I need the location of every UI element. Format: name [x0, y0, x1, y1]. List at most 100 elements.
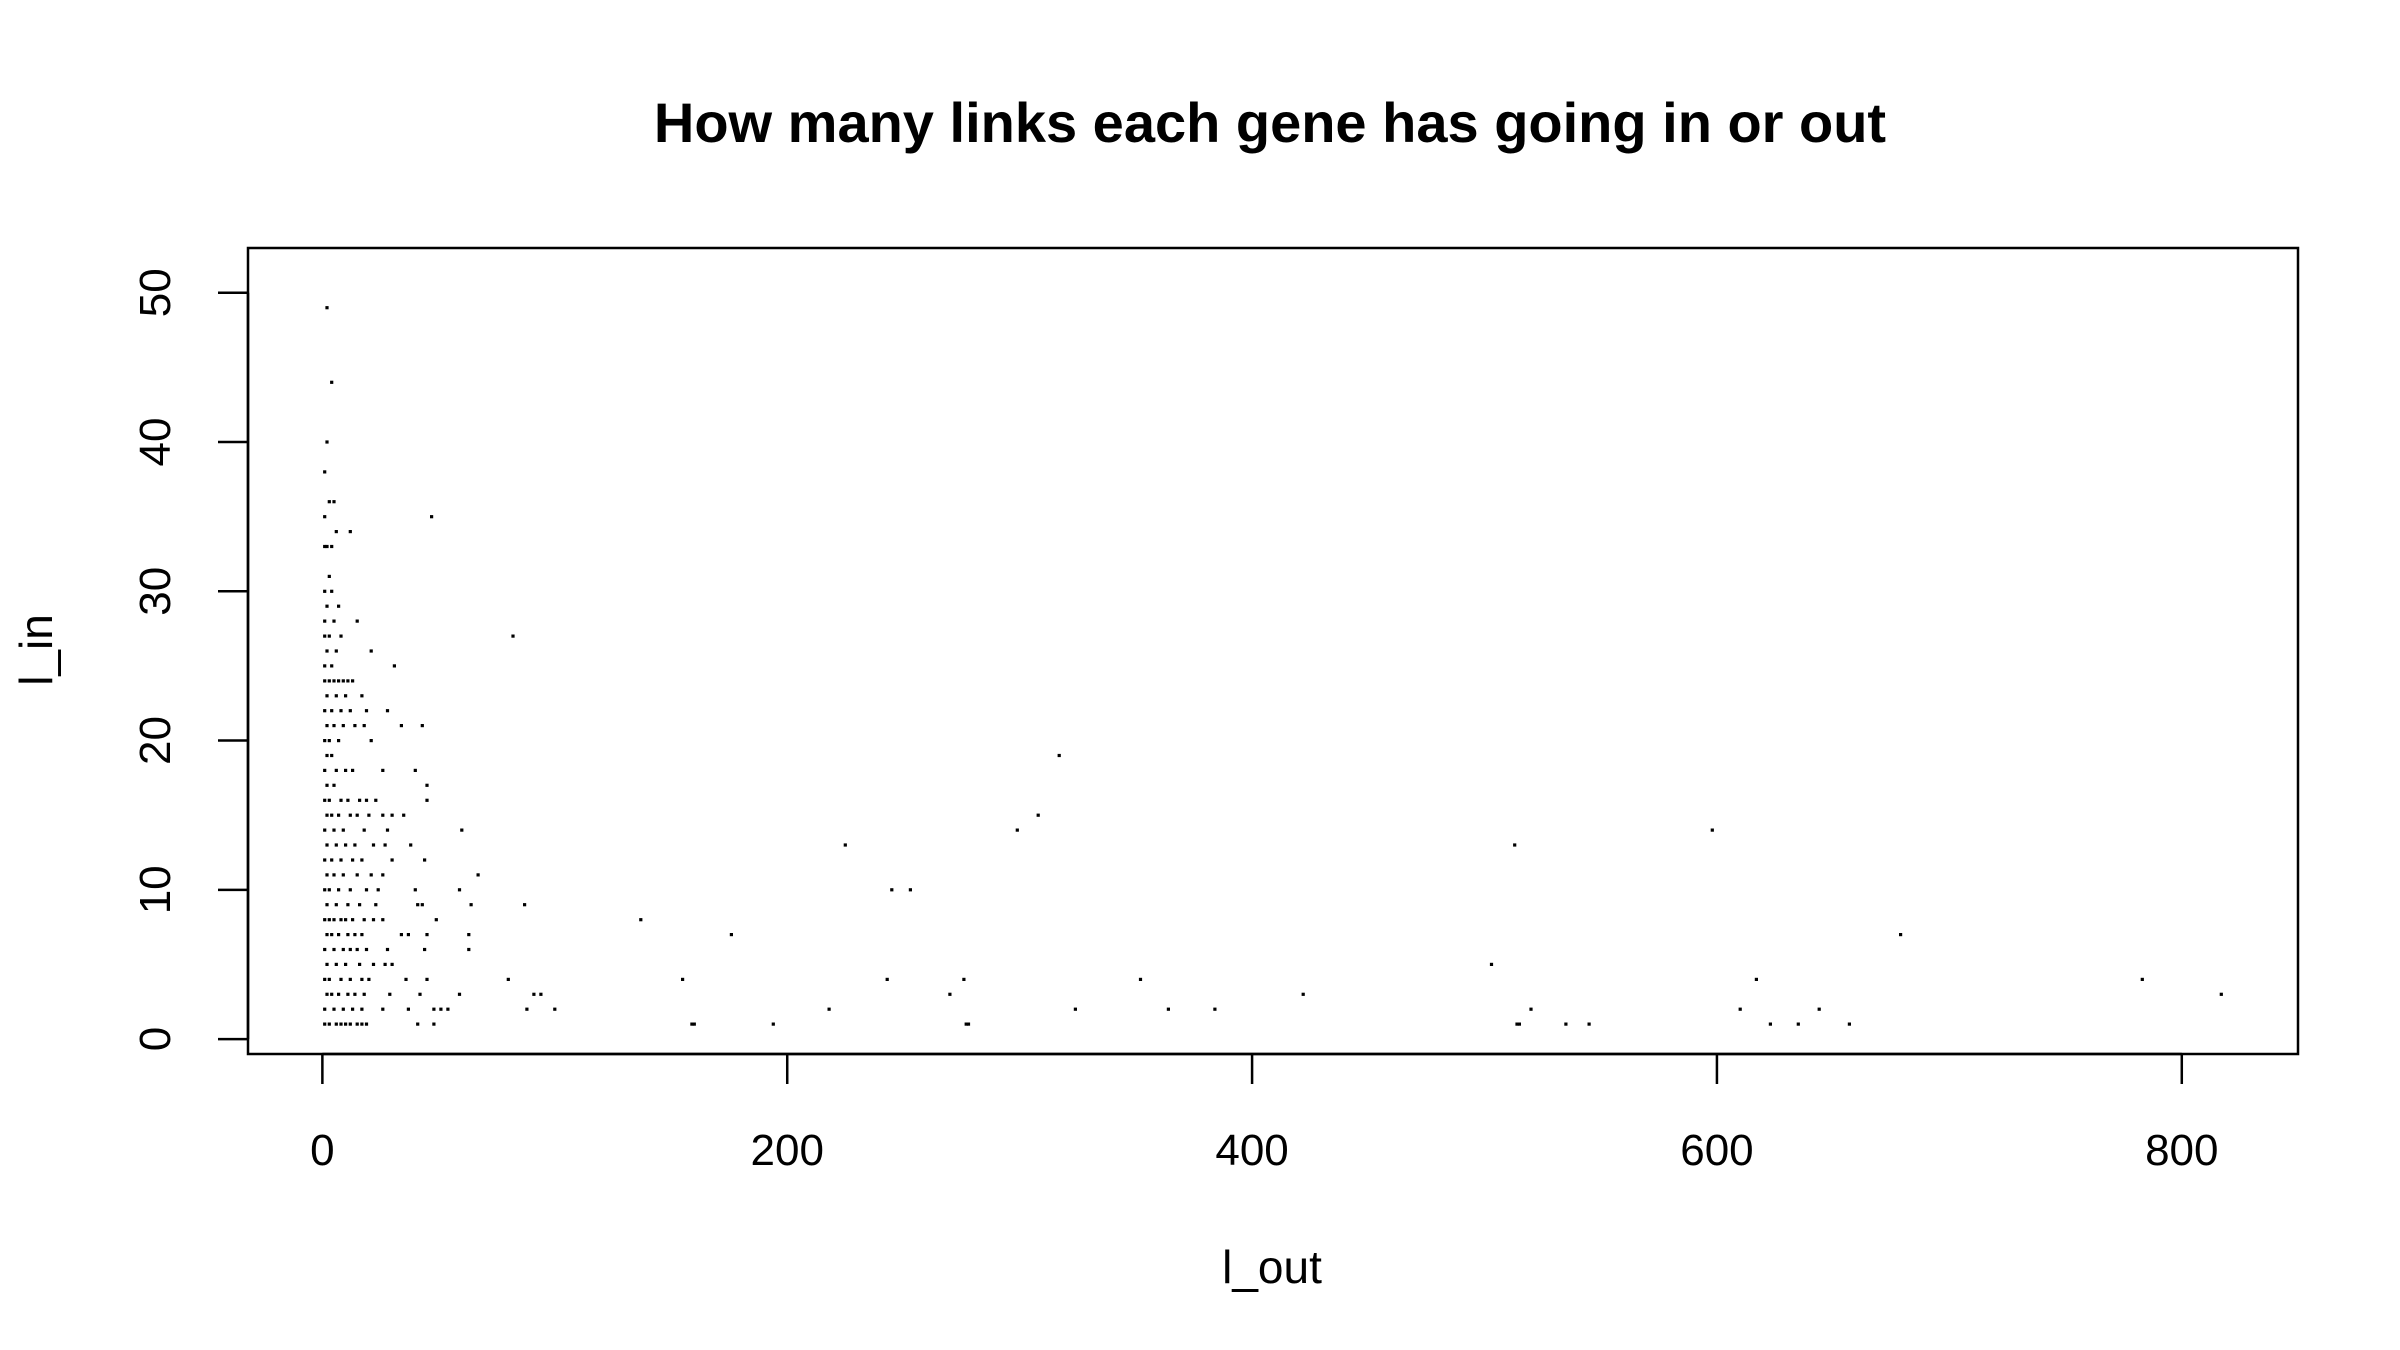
- data-point: [327, 977, 331, 981]
- data-point: [369, 739, 373, 743]
- data-point: [1754, 977, 1758, 981]
- data-point: [369, 873, 373, 877]
- data-point: [511, 634, 515, 638]
- y-tick-label: 10: [131, 865, 180, 914]
- data-point: [334, 768, 338, 772]
- data-point: [1796, 1022, 1800, 1026]
- data-point: [381, 1007, 385, 1011]
- data-point: [337, 739, 341, 743]
- data-point: [2140, 977, 2144, 981]
- data-point: [404, 977, 408, 981]
- x-tick-label: 800: [2145, 1126, 2218, 1175]
- data-point: [371, 843, 376, 847]
- data-point: [330, 589, 334, 593]
- data-point: [353, 724, 357, 728]
- data-point: [344, 694, 348, 698]
- data-point: [323, 739, 327, 743]
- data-point: [358, 903, 362, 907]
- data-point: [339, 634, 343, 638]
- data-point: [330, 753, 334, 758]
- data-point: [337, 813, 341, 817]
- data-point: [334, 694, 338, 698]
- data-point: [323, 679, 327, 683]
- data-point: [362, 724, 366, 728]
- data-point: [416, 1022, 420, 1026]
- data-point: [325, 649, 329, 653]
- data-point: [325, 813, 329, 817]
- data-point: [360, 1022, 364, 1026]
- data-point: [330, 544, 334, 549]
- y-tick-label: 50: [131, 268, 180, 317]
- y-tick-label: 40: [131, 418, 180, 467]
- data-point: [371, 962, 376, 966]
- data-point: [323, 589, 327, 593]
- data-point: [346, 933, 350, 937]
- data-point: [348, 530, 352, 534]
- data-point: [327, 1022, 331, 1026]
- data-point: [348, 709, 352, 713]
- data-point: [351, 918, 355, 922]
- data-point: [469, 903, 473, 907]
- data-point: [344, 768, 348, 772]
- data-point: [409, 843, 413, 847]
- data-point: [406, 933, 410, 937]
- data-point: [362, 992, 366, 996]
- data-point: [353, 843, 357, 847]
- data-point: [339, 858, 343, 862]
- data-point: [392, 664, 396, 668]
- data-point: [385, 828, 390, 832]
- data-point: [323, 918, 327, 922]
- data-point: [690, 1022, 694, 1026]
- data-point: [337, 992, 341, 996]
- data-point: [332, 724, 336, 728]
- data-point: [1073, 1007, 1077, 1011]
- data-point: [476, 873, 480, 877]
- data-point: [413, 768, 417, 772]
- data-point: [843, 843, 847, 847]
- data-point: [341, 1007, 345, 1011]
- data-point: [1036, 813, 1040, 817]
- data-point: [362, 918, 366, 922]
- data-point: [351, 858, 355, 862]
- data-point: [332, 947, 336, 952]
- data-point: [332, 1007, 336, 1011]
- data-point: [334, 962, 338, 966]
- data-point: [402, 813, 406, 817]
- data-point: [337, 933, 341, 937]
- data-point: [323, 634, 327, 638]
- data-point: [325, 694, 329, 698]
- data-point: [467, 933, 471, 937]
- data-point: [339, 918, 343, 922]
- data-point: [908, 888, 912, 892]
- data-point: [325, 724, 329, 728]
- data-point: [364, 947, 369, 952]
- data-point: [964, 1022, 968, 1026]
- data-point: [353, 992, 357, 996]
- data-point: [434, 918, 438, 922]
- data-point: [330, 709, 334, 713]
- data-point: [332, 873, 336, 877]
- data-point: [360, 858, 364, 862]
- data-point: [399, 933, 403, 937]
- x-tick-label: 0: [310, 1126, 334, 1175]
- x-tick-label: 200: [751, 1126, 824, 1175]
- data-point: [323, 828, 327, 832]
- data-point: [425, 798, 429, 802]
- data-point: [337, 888, 341, 892]
- data-point: [1489, 962, 1494, 966]
- data-point: [332, 828, 336, 832]
- data-point: [1213, 1007, 1217, 1011]
- data-point: [506, 977, 510, 981]
- data-point: [416, 903, 420, 907]
- data-point: [467, 947, 471, 952]
- plot-frame: [246, 246, 2300, 1056]
- data-points: [323, 306, 2223, 1026]
- data-point: [1015, 828, 1019, 832]
- data-point: [376, 888, 380, 892]
- data-point: [355, 619, 359, 623]
- data-point: [364, 798, 369, 802]
- data-point: [339, 977, 343, 981]
- data-point: [1587, 1022, 1591, 1026]
- data-point: [1710, 828, 1714, 832]
- data-point: [327, 798, 331, 802]
